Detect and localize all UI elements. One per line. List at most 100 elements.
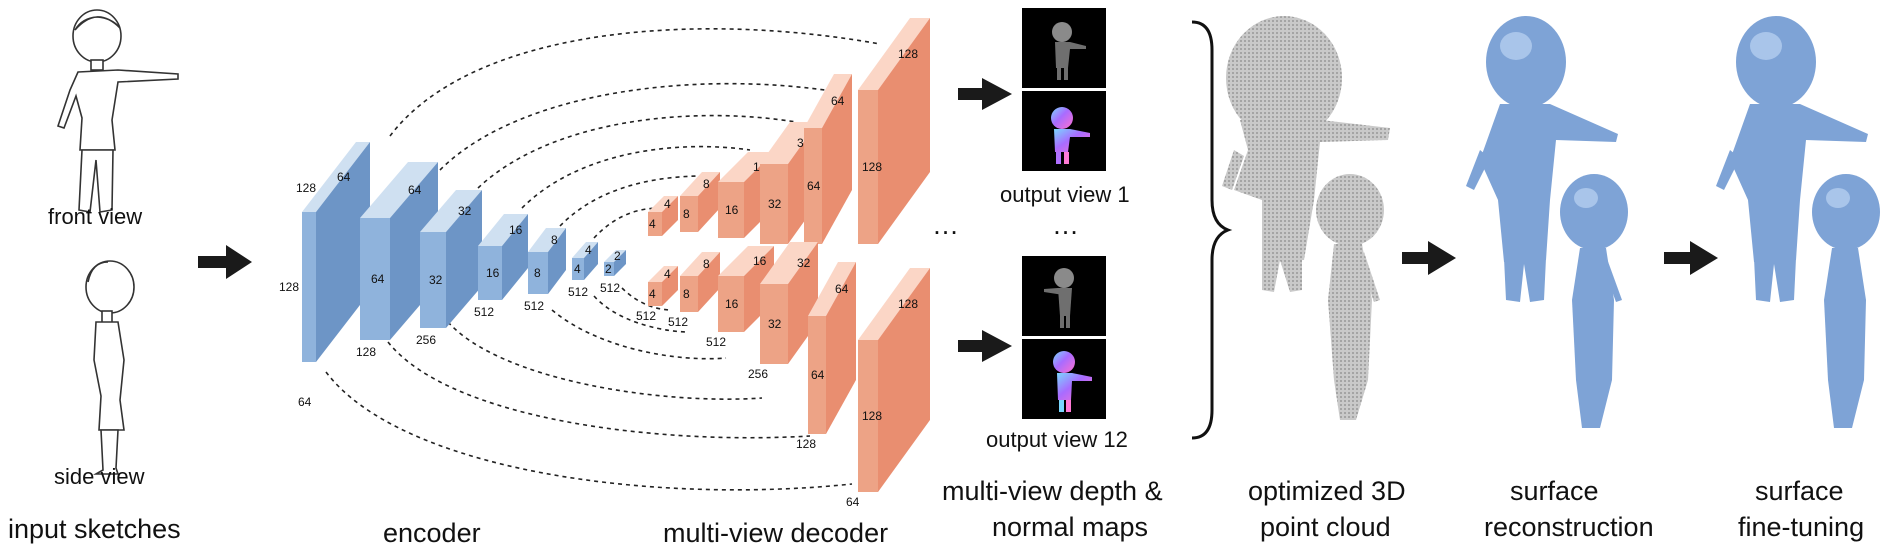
output-view-12-label: output view 12 — [986, 427, 1128, 452]
point-cloud-figure — [1222, 16, 1390, 420]
decoder-bottom-size-label: 32 — [768, 317, 782, 331]
decoder-bottom-depth-label: 64 — [835, 282, 849, 296]
encoder-block-channels-label: 64 — [298, 395, 312, 409]
decoder-bottom-depth-label: 8 — [703, 257, 710, 271]
decoder-bottom-size-label: 4 — [649, 287, 656, 301]
encoder-block-size-label: 16 — [486, 266, 500, 280]
decoder-top-size-label: 128 — [862, 160, 882, 174]
fine-tuning-label-line1: surface — [1755, 476, 1844, 506]
point-cloud-label-line2: point cloud — [1260, 512, 1391, 542]
decoder-bottom-block-6: 128 128 64 — [846, 268, 930, 509]
point-cloud-label-line1: optimized 3D — [1248, 476, 1406, 506]
encoder-block-1: 64 128 64 — [279, 142, 370, 409]
side-view-label: side view — [54, 464, 145, 489]
decoder-bottom-depth-label: 16 — [753, 254, 767, 268]
decoder-bottom-size-label: 64 — [811, 368, 825, 382]
encoder-block-6: 44 512 — [568, 242, 598, 299]
decoder-top-size-label: 16 — [725, 203, 739, 217]
encoder-block-channels-label: 512 — [474, 305, 494, 319]
encoder-block-depth-label: 64 — [337, 170, 351, 184]
decoder-bottom-block-3: 16 16 512 — [706, 246, 774, 349]
decoder-bottom-depth-label: 128 — [898, 297, 918, 311]
encoder-block-channels-label: 256 — [416, 333, 436, 347]
decoder-top-size-label: 64 — [807, 179, 821, 193]
decoder-bottom-size-label: 16 — [725, 297, 739, 311]
decoder-top-block-5: 64 64 — [804, 74, 852, 244]
reconstruction-label-line1: surface — [1510, 476, 1599, 506]
encoder-block-depth-label: 64 — [408, 183, 422, 197]
encoder-block-depth-label: 2 — [614, 249, 621, 263]
arrow-to-output-12 — [958, 330, 1012, 362]
decoder-bottom-block-5: 64 64 128 — [796, 262, 856, 451]
decoder-top-depth-label: 128 — [898, 47, 918, 61]
encoder-block-depth-label: 32 — [458, 204, 472, 218]
decoder-bottom-channels-label: 128 — [796, 437, 816, 451]
decoder-top-block-1: 44 — [648, 196, 678, 236]
surface-fine-tuning-figure — [1716, 16, 1880, 428]
arrow-to-output-1 — [958, 78, 1012, 110]
output-view-1-label: output view 1 — [1000, 182, 1130, 207]
output-view-12-depth — [1022, 256, 1106, 336]
reconstruction-label-line2: reconstruction — [1484, 512, 1654, 542]
encoder-block-size-label: 128 — [279, 280, 299, 294]
arrow-to-reconstruction — [1402, 241, 1456, 275]
encoder-block-size-label: 2 — [605, 262, 612, 276]
decoder-bottom-channels-label: 512 — [668, 315, 688, 329]
front-view-sketch — [56, 9, 179, 213]
encoder-block-channels-label: 512 — [600, 281, 620, 295]
decoder-bottom-block-1: 44 512 — [636, 266, 678, 323]
output-ellipsis: … — [1052, 210, 1079, 240]
encoder-block-channels-label: 512 — [524, 299, 544, 313]
input-sketches-label: input sketches — [8, 514, 181, 544]
decoder-top-depth-label: 8 — [703, 177, 710, 191]
decoder-bottom-channels-label: 64 — [846, 495, 860, 509]
maps-label-line2: normal maps — [992, 512, 1148, 542]
encoder-block-depth-label: 16 — [509, 223, 523, 237]
decoder-bottom-depth-label: 4 — [664, 267, 671, 281]
output-view-12-normal — [1022, 339, 1106, 419]
output-view-1-normal — [1022, 91, 1106, 171]
arrow-to-fine-tuning — [1664, 241, 1718, 275]
decoder-bottom-channels-label: 512 — [636, 309, 656, 323]
encoder-block-channels-label: 512 — [568, 285, 588, 299]
decoder-ellipsis: … — [932, 210, 959, 240]
encoder-block-3: 32 32 256 — [416, 190, 482, 347]
encoder-block-size-label: 64 — [371, 272, 385, 286]
encoder-block-7: 22 512 — [600, 249, 626, 295]
encoder-block-5: 8 8 512 — [524, 228, 566, 313]
encoder-block-size-label: 8 — [534, 266, 541, 280]
front-view-label: front view — [48, 204, 142, 229]
network-blocks: 6412864646412832322561616512885124451222… — [279, 18, 930, 509]
encoder-block-depth-label: 4 — [585, 243, 592, 257]
decoder-top-block-6: 128 128 — [858, 18, 930, 244]
decoder-bottom-channels-label: 256 — [748, 367, 768, 381]
curly-brace — [1191, 20, 1233, 440]
decoder-label: multi-view decoder — [663, 518, 888, 548]
decoder-bottom-size-label: 8 — [683, 287, 690, 301]
decoder-bottom-size-label: 128 — [862, 409, 882, 423]
decoder-bottom-channels-label: 512 — [706, 335, 726, 349]
encoder-block-size-label: 32 — [429, 273, 443, 287]
maps-label-line1: multi-view depth & — [942, 476, 1163, 506]
decoder-top-size-label: 8 — [683, 207, 690, 221]
decoder-bottom-depth-label: 32 — [797, 256, 811, 270]
decoder-top-block-2: 88 — [680, 172, 720, 232]
encoder-label: encoder — [383, 518, 481, 548]
output-view-1-depth — [1022, 8, 1106, 88]
side-view-sketch — [85, 260, 135, 475]
decoder-top-size-label: 32 — [768, 197, 782, 211]
encoder-block-channels-label: 128 — [356, 345, 376, 359]
decoder-bottom-block-4: 32 32 256 — [748, 242, 818, 381]
encoder-block-depth-label: 8 — [551, 233, 558, 247]
arrow-to-encoder — [198, 245, 252, 279]
decoder-top-size-label: 4 — [649, 217, 656, 231]
fine-tuning-label-line2: fine-tuning — [1738, 512, 1864, 542]
decoder-bottom-block-2: 8 8 512 — [668, 252, 720, 329]
encoder-block-4: 16 16 512 — [474, 214, 528, 319]
surface-reconstruction-figure — [1466, 16, 1628, 428]
decoder-top-depth-label: 64 — [831, 94, 845, 108]
encoder-first-top-label: 128 — [296, 181, 316, 195]
decoder-top-depth-label: 4 — [664, 197, 671, 211]
encoder-block-size-label: 4 — [574, 262, 581, 276]
